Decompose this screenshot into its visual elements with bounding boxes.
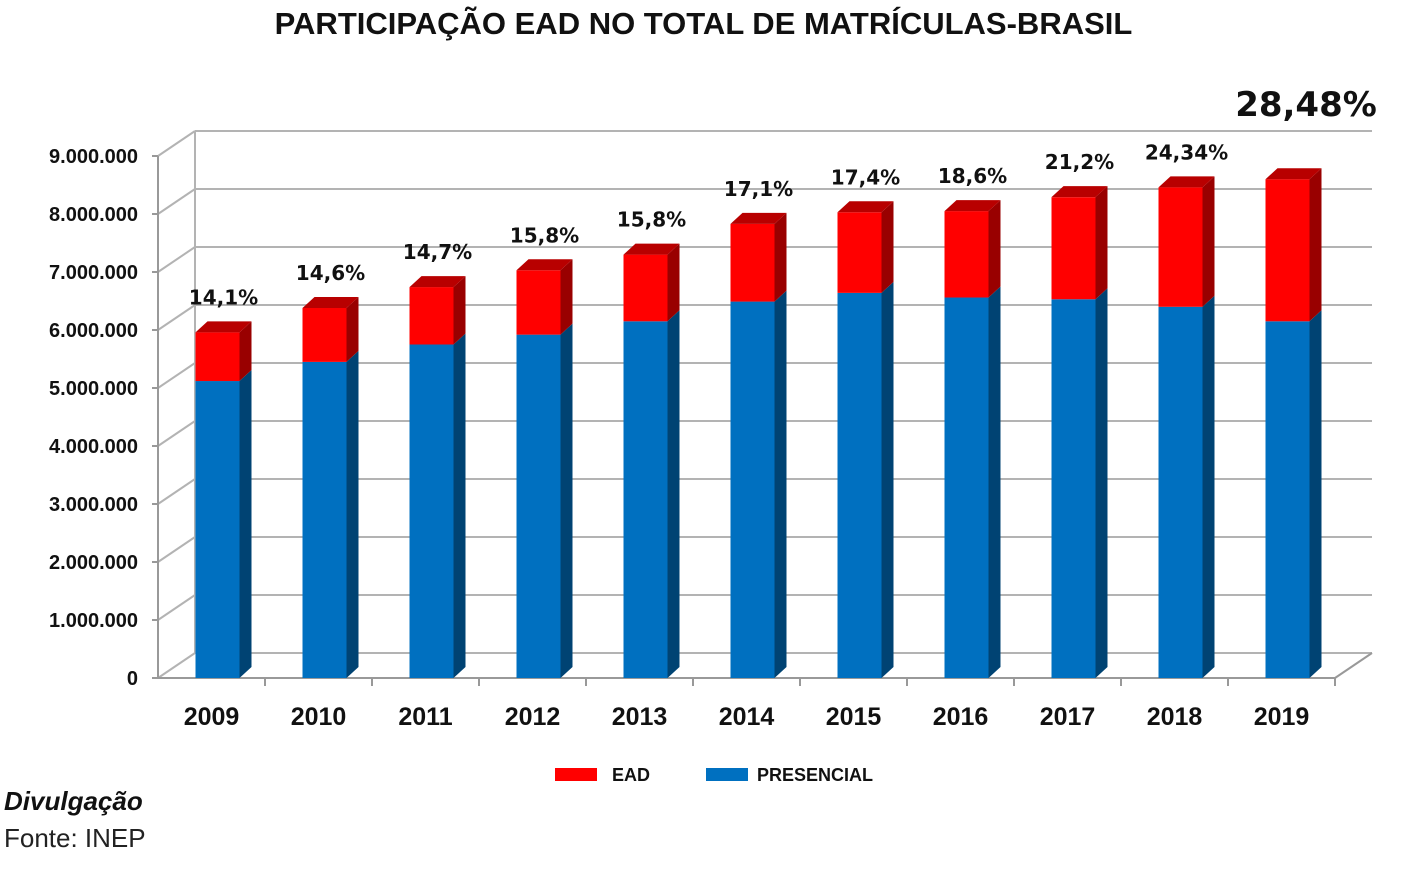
data-labels: 14,1% 14,6% 14,7% 15,8% 15,8% 17,1% 17,4% 18,6%…	[189, 85, 1377, 309]
bar-segment-ead-2017	[1051, 186, 1108, 300]
x-tick-label: 2016	[933, 703, 989, 731]
legend: EAD PRESENCIAL	[555, 765, 873, 785]
bar-segment-presencial-2015	[837, 281, 894, 678]
bar-segment-ead-2018	[1158, 176, 1215, 307]
credit-text: Divulgação	[4, 786, 143, 816]
gridline-depth	[157, 478, 196, 505]
data-label-2015: 17,4%	[831, 165, 900, 189]
x-axis: 2009 2010 2011 2012 2013 2014 2015 2016 2017 2018…	[184, 678, 1336, 731]
x-tick-label: 2014	[719, 703, 775, 731]
floor-edge	[1334, 652, 1373, 679]
gridline-depth	[157, 188, 196, 215]
y-tick-label: 3.000.000	[49, 494, 138, 516]
y-tick-label: 7.000.000	[49, 262, 138, 284]
bar-segment-presencial-2013	[623, 310, 680, 678]
bar-segment-presencial-2014	[730, 290, 787, 678]
y-tick-label: 0	[127, 668, 138, 690]
bar-segment-ead-2015	[837, 201, 894, 293]
gridline-depth	[157, 420, 196, 447]
legend-label-presencial: PRESENCIAL	[757, 765, 873, 785]
x-tick-label: 2011	[398, 703, 452, 731]
bar-segment-presencial-2016	[944, 286, 1001, 678]
data-label-2019: 28,48%	[1235, 85, 1377, 125]
x-tick-label: 2010	[291, 703, 347, 731]
x-tick-label: 2018	[1147, 703, 1203, 731]
y-tick-label: 4.000.000	[49, 436, 138, 458]
bar-segment-ead-2012	[516, 259, 573, 335]
bar-segment-presencial-2017	[1051, 288, 1108, 678]
x-tick-label: 2012	[505, 703, 561, 731]
gridline-depth	[157, 130, 196, 157]
data-label-2014: 17,1%	[724, 177, 793, 201]
legend-label-ead: EAD	[612, 765, 650, 785]
gridline-depth	[157, 594, 196, 621]
bar-segment-ead-2009	[195, 321, 252, 382]
data-label-2009: 14,1%	[189, 285, 258, 309]
x-tick-label: 2017	[1040, 703, 1096, 731]
x-tick-label: 2009	[184, 703, 240, 731]
data-label-2012: 15,8%	[510, 223, 579, 247]
bar-segment-ead-2013	[623, 243, 680, 322]
gridline-depth	[157, 362, 196, 389]
bar-segment-ead-2010	[302, 296, 359, 362]
data-label-2011: 14,7%	[403, 240, 472, 264]
x-tick-label: 2013	[612, 703, 668, 731]
bar-segment-ead-2019	[1265, 168, 1322, 322]
bar-segment-ead-2016	[944, 200, 1001, 298]
bar-segment-ead-2011	[409, 276, 466, 345]
data-label-2010: 14,6%	[296, 261, 365, 285]
gridline-depth	[157, 652, 196, 679]
y-tick-label: 1.000.000	[49, 610, 138, 632]
data-label-2016: 18,6%	[938, 164, 1007, 188]
bars	[195, 168, 1322, 678]
bar-segment-presencial-2018	[1158, 295, 1215, 678]
data-label-2013: 15,8%	[617, 208, 686, 232]
bar-segment-presencial-2009	[195, 370, 252, 678]
y-axis: 0 1.000.000 2.000.000 3.000.000 4.000.000 5.0…	[49, 131, 1373, 690]
gridline-depth	[157, 536, 196, 563]
gridline-depth	[157, 246, 196, 273]
chart-title: PARTICIPAÇÃO EAD NO TOTAL DE MATRÍCULAS-…	[274, 6, 1133, 41]
bar-segment-presencial-2011	[409, 333, 466, 678]
bar-segment-presencial-2012	[516, 323, 573, 678]
source-text: Fonte: INEP	[4, 823, 146, 853]
x-tick-label: 2015	[826, 703, 882, 731]
data-label-2018: 24,34%	[1145, 140, 1228, 164]
y-tick-label: 6.000.000	[49, 320, 138, 342]
y-tick-label: 5.000.000	[49, 378, 138, 400]
bar-segment-presencial-2010	[302, 350, 359, 678]
data-label-2017: 21,2%	[1045, 150, 1114, 174]
x-tick-label: 2019	[1254, 703, 1310, 731]
bar-segment-presencial-2019	[1265, 310, 1322, 678]
legend-swatch-presencial	[706, 768, 748, 781]
legend-swatch-ead	[555, 768, 597, 781]
y-tick-label: 8.000.000	[49, 204, 138, 226]
y-tick-label: 9.000.000	[49, 146, 138, 168]
y-tick-label: 2.000.000	[49, 552, 138, 574]
bar-segment-ead-2014	[730, 212, 787, 302]
gridline-depth	[157, 304, 196, 331]
